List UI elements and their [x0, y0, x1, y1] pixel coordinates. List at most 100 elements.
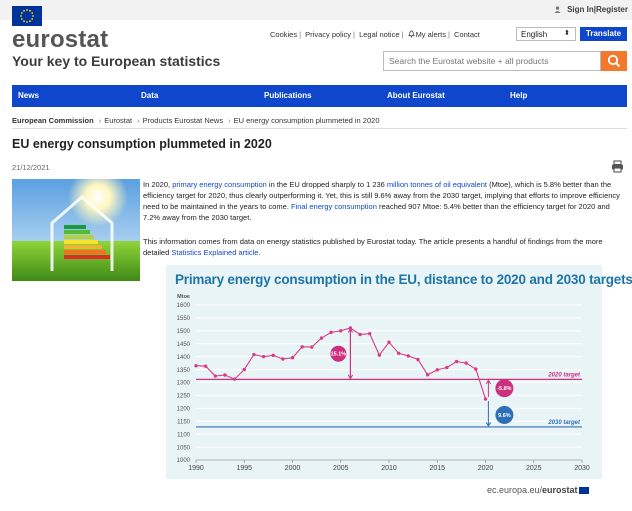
- nav-data[interactable]: Data: [141, 91, 159, 100]
- contact-link[interactable]: Contact: [454, 30, 480, 39]
- y-axis-label: Mtoe: [177, 294, 190, 300]
- data-point: [445, 365, 449, 370]
- eu-flag-logo[interactable]: [12, 6, 42, 26]
- x-tick-label: 1995: [236, 465, 252, 472]
- text-span: This information comes from data on ener…: [143, 237, 603, 257]
- select-arrows-icon: ⬍: [564, 30, 570, 37]
- data-point: [368, 331, 372, 336]
- mtoe-link[interactable]: million tonnes of oil equivalent: [386, 180, 487, 189]
- annotation-arrow-head: [347, 374, 354, 380]
- nav-about-eurostat[interactable]: About Eurostat: [387, 91, 445, 100]
- print-icon[interactable]: [611, 160, 624, 173]
- energy-consumption-chart: 1000 1050 1100 1150 1200 1250 1300 1350 1400 1450…: [166, 265, 632, 479]
- x-tick-label: 2000: [285, 465, 301, 472]
- annotation-arrow-head: [347, 328, 354, 333]
- main-nav: News Data Publications About Eurostat He…: [12, 85, 627, 107]
- data-point: [242, 367, 246, 372]
- annotation-badge: [330, 345, 347, 362]
- utility-links: Cookies | Privacy policy | Legal notice | M…: [270, 30, 480, 39]
- y-tick-label: 1450: [177, 342, 191, 348]
- data-point: [319, 336, 324, 340]
- tagline: Your key to European statistics: [12, 53, 221, 69]
- data-point: [483, 397, 488, 401]
- my-alerts-link[interactable]: My alerts: [415, 30, 446, 39]
- chevron-right-icon: ›: [98, 116, 102, 125]
- annotation-badge: [495, 379, 514, 398]
- eu-flag-icon: [578, 487, 589, 494]
- data-point: [223, 373, 227, 377]
- chevron-right-icon: ›: [137, 116, 140, 125]
- chart-svg: 1000 1050 1100 1150 1200 1250 1300 1350 1400 1450…: [177, 294, 590, 472]
- data-point: [232, 377, 237, 381]
- breadcrumb-news[interactable]: Products Eurostat News: [142, 116, 224, 125]
- primary-energy-consumption-link[interactable]: primary energy consumption: [172, 180, 267, 189]
- privacy-link[interactable]: Privacy policy: [305, 30, 352, 39]
- data-point: [329, 330, 333, 335]
- data-point: [416, 357, 420, 362]
- nav-help[interactable]: Help: [510, 91, 528, 100]
- nav-news[interactable]: News: [18, 91, 39, 100]
- data-point: [271, 353, 275, 358]
- chart-source: ec.europa.eu/eurostat: [487, 485, 589, 495]
- data-point: [425, 373, 430, 377]
- x-tick-label: 2025: [526, 465, 542, 472]
- chevron-right-icon: ›: [228, 116, 231, 125]
- language-value: English: [521, 30, 548, 39]
- annotation-label: 15.1%: [331, 352, 347, 358]
- target-label: 2020 target: [547, 372, 581, 378]
- article-paragraph-1: In 2020, primary energy consumption in t…: [143, 179, 627, 223]
- legal-notice-link[interactable]: Legal notice: [359, 30, 400, 39]
- publish-date: 21/12/2021: [12, 163, 50, 172]
- data-point: [281, 357, 285, 361]
- y-tick-label: 1350: [177, 368, 191, 374]
- x-tick-label: 2020: [478, 465, 494, 472]
- data-point: [194, 364, 198, 368]
- data-point: [310, 345, 314, 349]
- cookies-link[interactable]: Cookies: [270, 30, 298, 39]
- y-tick-label: 1050: [177, 445, 191, 451]
- chart-title: Primary energy consumption in the EU, di…: [175, 272, 632, 287]
- y-tick-label: 1000: [177, 458, 191, 464]
- breadcrumb-ec[interactable]: European Commission: [12, 116, 94, 125]
- annotation-badge: [495, 405, 514, 424]
- signin-area: Sign In|Register: [554, 5, 628, 14]
- y-tick-label: 1400: [177, 355, 191, 361]
- data-point: [203, 364, 208, 368]
- data-point: [300, 345, 304, 349]
- final-energy-consumption-link[interactable]: Final energy consumption: [291, 202, 377, 211]
- article-paragraph-2: This information comes from data on ener…: [143, 236, 627, 258]
- translate-button[interactable]: Translate: [580, 27, 627, 41]
- search-button[interactable]: [601, 51, 627, 71]
- data-point: [474, 367, 478, 371]
- search-icon: [607, 54, 621, 68]
- y-tick-label: 1100: [177, 432, 191, 438]
- text-span: reached 907 Mtoe: 5.4% better than the e…: [143, 202, 610, 222]
- top-bar: Sign In|Register: [0, 0, 632, 20]
- data-point: [454, 359, 459, 364]
- data-point: [252, 352, 256, 357]
- data-point: [261, 354, 266, 359]
- sign-in-link[interactable]: Sign In: [567, 5, 594, 14]
- x-tick-label: 2030: [574, 465, 590, 472]
- article-thumbnail-image: [12, 179, 140, 281]
- data-point: [435, 368, 439, 372]
- x-tick-label: 2015: [429, 465, 445, 472]
- register-link[interactable]: Register: [595, 5, 628, 14]
- breadcrumb: European Commission › Eurostat › Products Eu…: [12, 116, 627, 129]
- breadcrumb-eurostat[interactable]: Eurostat: [104, 116, 133, 125]
- y-tick-label: 1600: [177, 303, 191, 309]
- text-span: .: [258, 248, 261, 257]
- text-span: in the EU dropped sharply to 1 236: [266, 180, 387, 189]
- y-tick-label: 1150: [177, 419, 191, 425]
- page-title: EU energy consumption plummeted in 2020: [12, 137, 272, 151]
- data-point: [464, 361, 468, 365]
- search-input[interactable]: [383, 51, 601, 71]
- nav-publications[interactable]: Publications: [264, 91, 312, 100]
- annotation-arrow-head: [485, 422, 492, 427]
- data-point: [213, 374, 217, 378]
- eurostat-logo-text[interactable]: eurostat: [12, 26, 109, 53]
- target-label: 2030 target: [547, 420, 581, 426]
- text-span: (Mtoe), which is 5.8% better than the ef…: [143, 180, 620, 211]
- language-select[interactable]: English ⬍: [516, 27, 576, 41]
- statistics-explained-link[interactable]: Statistics Explained article: [171, 248, 259, 257]
